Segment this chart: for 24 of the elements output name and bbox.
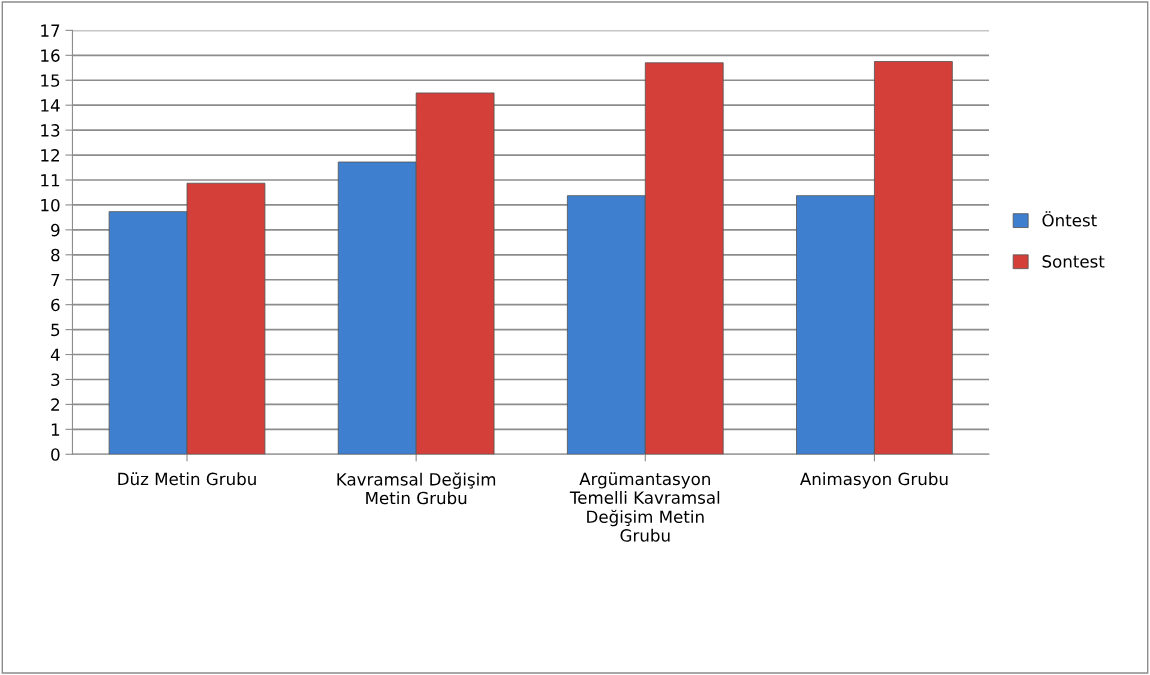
y-tick-label: 15 bbox=[41, 74, 60, 87]
y-tick-label: 10 bbox=[41, 198, 60, 212]
y-tick-label: 17 bbox=[41, 24, 60, 37]
y-tick-label: 0 bbox=[51, 448, 60, 461]
x-tick-label: Argümantasyon Temelli Kavramsal Değişim Metin Grubu bbox=[569, 472, 720, 542]
x-tick-label: Düz Metin Grubu bbox=[118, 472, 256, 486]
y-tick-label: 7 bbox=[51, 273, 60, 287]
y-tick-label: 3 bbox=[51, 373, 60, 387]
y-tick-label: 11 bbox=[41, 174, 60, 187]
x-tick-label: Kavramsal Değişim Metin Grubu bbox=[337, 472, 496, 505]
y-tick-label: 5 bbox=[51, 323, 60, 337]
y-tick-label: 8 bbox=[51, 248, 60, 262]
y-tick-label: 13 bbox=[41, 124, 60, 137]
y-tick-label: 16 bbox=[41, 49, 60, 62]
legend-label: Öntest bbox=[1042, 211, 1097, 227]
y-tick-label: 1 bbox=[51, 423, 60, 436]
y-tick-label: 4 bbox=[50, 348, 60, 361]
y-tick-label: 9 bbox=[51, 223, 60, 237]
legend-label: Sontest bbox=[1042, 255, 1105, 268]
y-tick-label: 14 bbox=[41, 99, 60, 112]
y-tick-label: 12 bbox=[41, 149, 59, 162]
x-tick-label: Animasyon Grubu bbox=[800, 472, 948, 489]
y-tick-label: 2 bbox=[51, 398, 59, 411]
y-tick-label: 6 bbox=[51, 298, 60, 312]
